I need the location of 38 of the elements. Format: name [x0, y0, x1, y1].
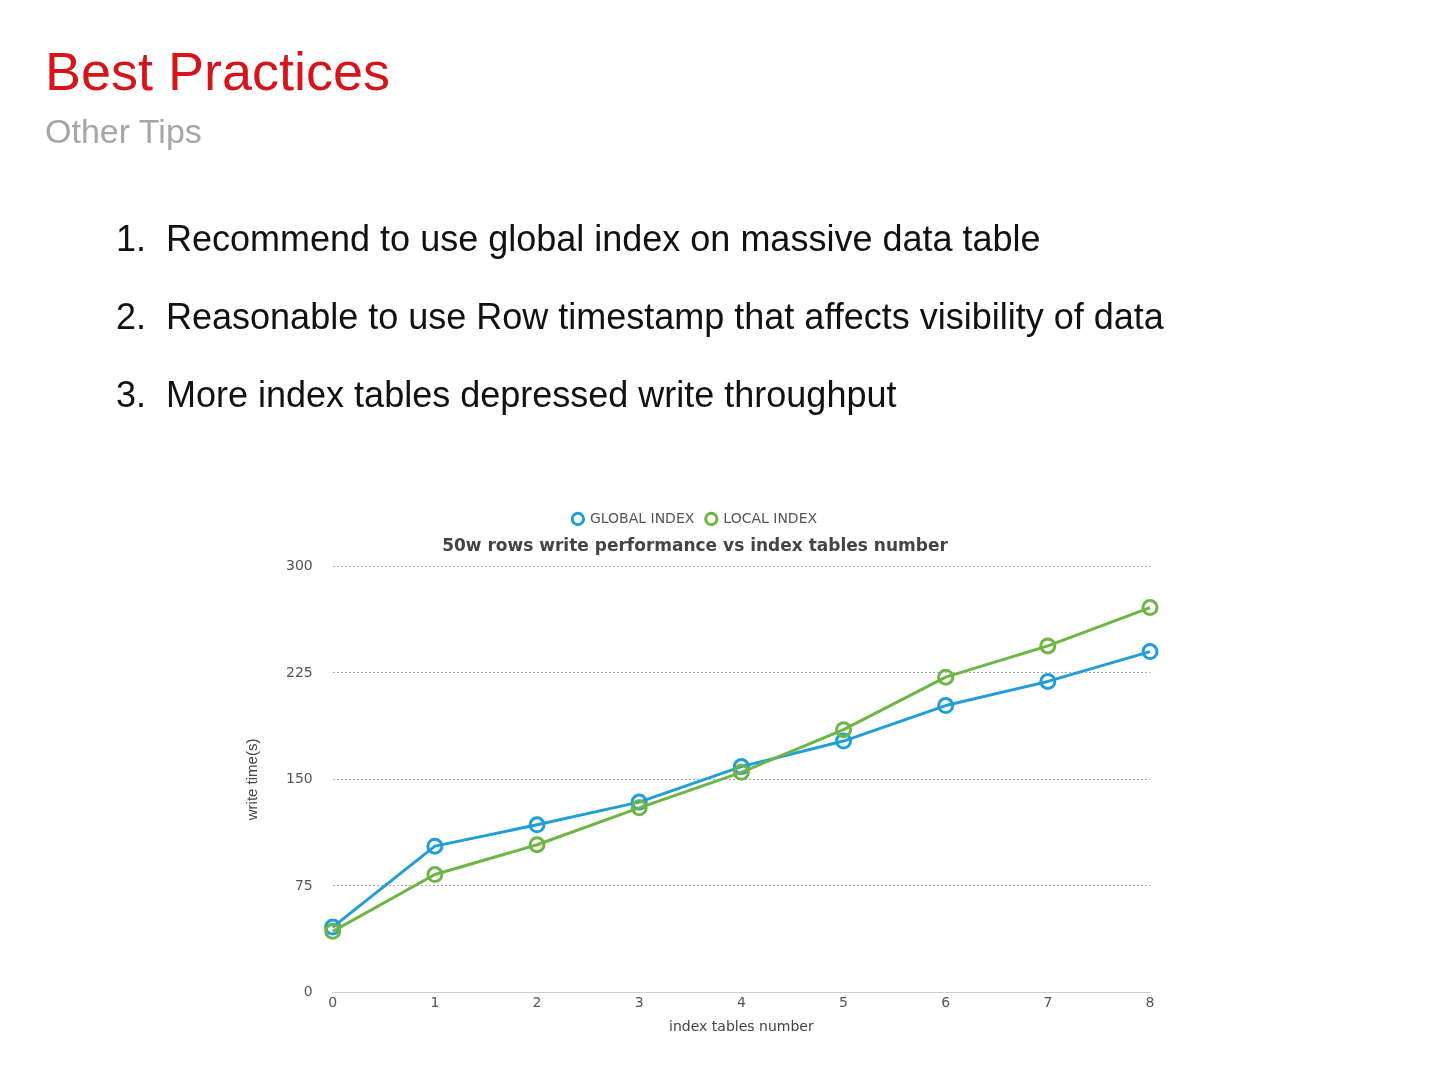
x-tick-label: 3 — [634, 994, 644, 1011]
x-tick-label: 4 — [736, 994, 746, 1011]
point — [1039, 672, 1057, 690]
text: 1. Recommend to use global index on massive data table — [116, 218, 1042, 260]
y-tick-label: 300 — [285, 557, 313, 574]
y-tick-label: 75 — [294, 876, 313, 893]
point — [528, 836, 546, 854]
point — [937, 668, 955, 686]
text: Other Tips — [45, 112, 202, 151]
x-tick-label: 0 — [328, 994, 338, 1011]
legend-label: LOCAL INDEX — [723, 509, 818, 526]
point — [426, 837, 444, 855]
x-axis-title: index tables number — [669, 1018, 814, 1035]
x-tick-label: 2 — [532, 994, 542, 1011]
point — [324, 922, 342, 940]
y-tick-label: 225 — [285, 663, 313, 680]
x-tick-label: 6 — [941, 994, 951, 1011]
point — [426, 866, 444, 884]
point — [1141, 599, 1159, 617]
legend-label: GLOBAL INDEX — [589, 509, 695, 526]
x-tick-label: 5 — [839, 994, 848, 1011]
chart-title: 50w rows write performance vs index tables number — [442, 534, 949, 555]
y-tick-label: 0 — [303, 983, 313, 1000]
y-tick-label: 150 — [285, 770, 313, 787]
x-tick-label: 7 — [1043, 994, 1053, 1011]
point — [1039, 637, 1057, 655]
y-axis-title: write time(s) — [243, 738, 261, 822]
text: Best Practices — [45, 40, 391, 102]
x-tick-label: 1 — [430, 994, 440, 1011]
point — [835, 721, 853, 739]
text: 2. Reasonable to use Row timestamp that affects visibility of data — [116, 296, 1164, 338]
point — [630, 799, 648, 817]
point — [528, 816, 546, 834]
point — [1141, 643, 1159, 661]
x-tick-label: 8 — [1145, 994, 1155, 1011]
point — [937, 697, 955, 715]
text: 3. More index tables depressed write throughput — [116, 374, 898, 416]
point — [732, 763, 750, 781]
